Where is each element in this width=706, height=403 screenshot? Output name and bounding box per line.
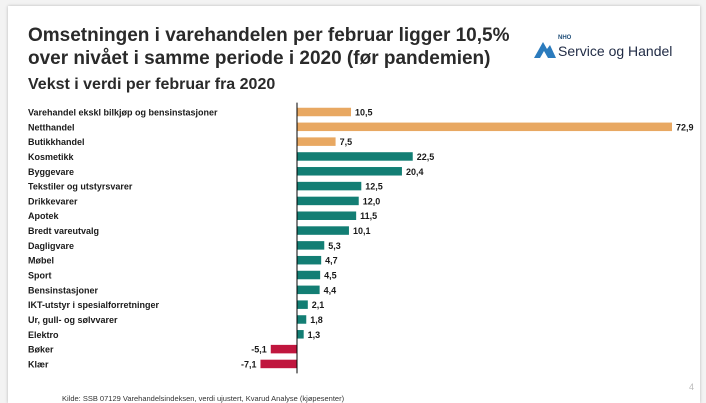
category-label-butikkhandel: Butikkhandel [28,137,85,147]
bar-sport [297,270,321,280]
bar-varehandel-ekskl-bilkjop-og-bensinstasjoner [297,107,352,117]
category-label-byggevare: Byggevare [28,167,74,177]
category-label-apotek: Apotek [28,211,59,221]
bar-butikkhandel [297,137,336,146]
bar-ur-gull-og-solvvarer [297,315,307,324]
bar-elektro [297,330,304,339]
value-label-ur-gull-og-solvvarer: 1,8 [310,315,323,325]
bar-tekstiler-og-utstyrsvarer [297,181,362,191]
value-label-byggevare: 20,4 [406,167,424,177]
category-label-varehandel-ekskl-bilkjop-og-bensinstasjoner: Varehandel ekskl bilkjøp og bensinstasjo… [28,108,218,118]
slide: Omsetningen i varehandelen per februar l… [8,6,700,403]
value-label-elektro: 1,3 [308,330,321,340]
value-label-dagligvare: 5,3 [328,241,341,251]
bar-netthandel [297,122,672,132]
value-label-varehandel-ekskl-bilkjop-og-bensinstasjoner: 10,5 [355,108,373,118]
category-label-dagligvare: Dagligvare [28,241,74,251]
category-label-mobel: Møbel [28,256,54,266]
bar-apotek [297,211,357,220]
nho-logo-icon [534,42,556,58]
bar-boker [270,344,297,354]
category-label-elektro: Elektro [28,330,59,340]
category-label-klaer: Klær [28,359,49,369]
title-line-2: over nivået i samme periode i 2020 (før … [28,48,491,69]
value-label-bensinstasjoner: 4,4 [324,285,337,295]
category-label-drikkevarer: Drikkevarer [28,196,78,206]
nho-logo: NHO Service og Handel [532,32,692,68]
bar-bredt-vareutvalg [297,226,349,235]
value-label-drikkevarer: 12,0 [363,196,381,206]
category-label-netthandel: Netthandel [28,122,75,132]
value-label-boker: -5,1 [251,345,267,355]
category-label-sport: Sport [28,271,52,281]
source-footer: Kilde: SSB 07129 Varehandelsindeksen, ve… [62,394,345,403]
bar-ikt-utstyr-i-spesialforretninger [297,300,308,309]
value-label-tekstiler-og-utstyrsvarer: 12,5 [365,182,383,192]
title-line-1: Omsetningen i varehandelen per februar l… [28,25,510,46]
category-label-boker: Bøker [28,345,54,355]
value-label-apotek: 11,5 [360,211,377,221]
bar-klaer [260,359,297,369]
category-label-tekstiler-og-utstyrsvarer: Tekstiler og utstyrsvarer [28,182,133,192]
category-label-ur-gull-og-solvvarer: Ur, gull- og sølvvarer [28,315,118,325]
bar-bensinstasjoner [297,285,320,295]
value-label-butikkhandel: 7,5 [340,137,353,147]
bar-mobel [297,255,322,265]
value-label-klaer: -7,1 [241,359,257,369]
page-number: 4 [688,382,694,392]
bar-drikkevarer [297,196,359,206]
value-label-netthandel: 72,9 [676,122,694,132]
category-label-bensinstasjoner: Bensinstasjoner [28,285,99,295]
category-label-kosmetikk: Kosmetikk [28,152,75,162]
category-label-bredt-vareutvalg: Bredt vareutvalg [28,226,99,236]
value-label-kosmetikk: 22,5 [417,152,435,162]
category-label-ikt-utstyr-i-spesialforretninger: IKT-utstyr i spesialforretninger [28,300,160,310]
slide-title: Omsetningen i varehandelen per februar l… [28,24,528,70]
value-label-sport: 4,5 [324,271,337,281]
chart-subtitle: Vekst i verdi per februar fra 2020 [28,76,276,93]
bar-kosmetikk [297,152,413,161]
value-label-ikt-utstyr-i-spesialforretninger: 2,1 [312,300,325,310]
bar-chart: Varehandel ekskl bilkjøp og bensinstasjo… [28,102,694,374]
logo-name-text: Service og Handel [558,43,673,59]
logo-nho-text: NHO [558,35,572,41]
value-label-bredt-vareutvalg: 10,1 [353,226,371,236]
value-label-mobel: 4,7 [325,256,338,266]
bar-dagligvare [297,241,325,250]
bar-byggevare [297,167,402,176]
